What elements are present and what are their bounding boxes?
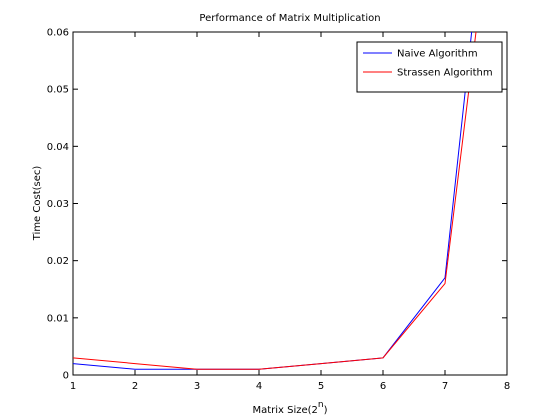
x-axis-label: Matrix Size(2n) [252, 400, 327, 416]
x-tick-label: 7 [442, 381, 448, 392]
x-axis-label-end: ) [324, 405, 328, 416]
y-tick-label: 0.06 [47, 28, 69, 39]
x-tick-label: 5 [318, 381, 324, 392]
legend-box [356, 41, 503, 93]
line-series [73, 32, 477, 370]
y-tick-label: 0.01 [47, 313, 69, 324]
y-tick-label: 0.05 [47, 85, 69, 96]
y-tick-label: 0 [63, 371, 69, 382]
legend-label: Strassen Algorithm [397, 68, 493, 79]
x-tick-label: 3 [194, 381, 200, 392]
x-tick-label: 1 [70, 381, 76, 392]
x-axis-label-main: Matrix Size(2 [252, 405, 317, 416]
y-tick-label: 0.03 [47, 199, 69, 210]
x-tick-label: 4 [256, 381, 262, 392]
chart-title: Performance of Matrix Multiplication [199, 13, 380, 24]
x-tick-label: 6 [380, 381, 386, 392]
x-tick-label: 2 [132, 381, 138, 392]
y-tick-label: 0.04 [47, 142, 69, 153]
lines [73, 32, 477, 370]
y-tick-label: 0.02 [47, 256, 69, 267]
x-axis-label-sup: n [318, 400, 324, 410]
x-tick-label: 8 [504, 381, 510, 392]
legend-label: Naive Algorithm [397, 49, 478, 60]
y-axis-label: Time Cost(sec) [32, 166, 43, 242]
